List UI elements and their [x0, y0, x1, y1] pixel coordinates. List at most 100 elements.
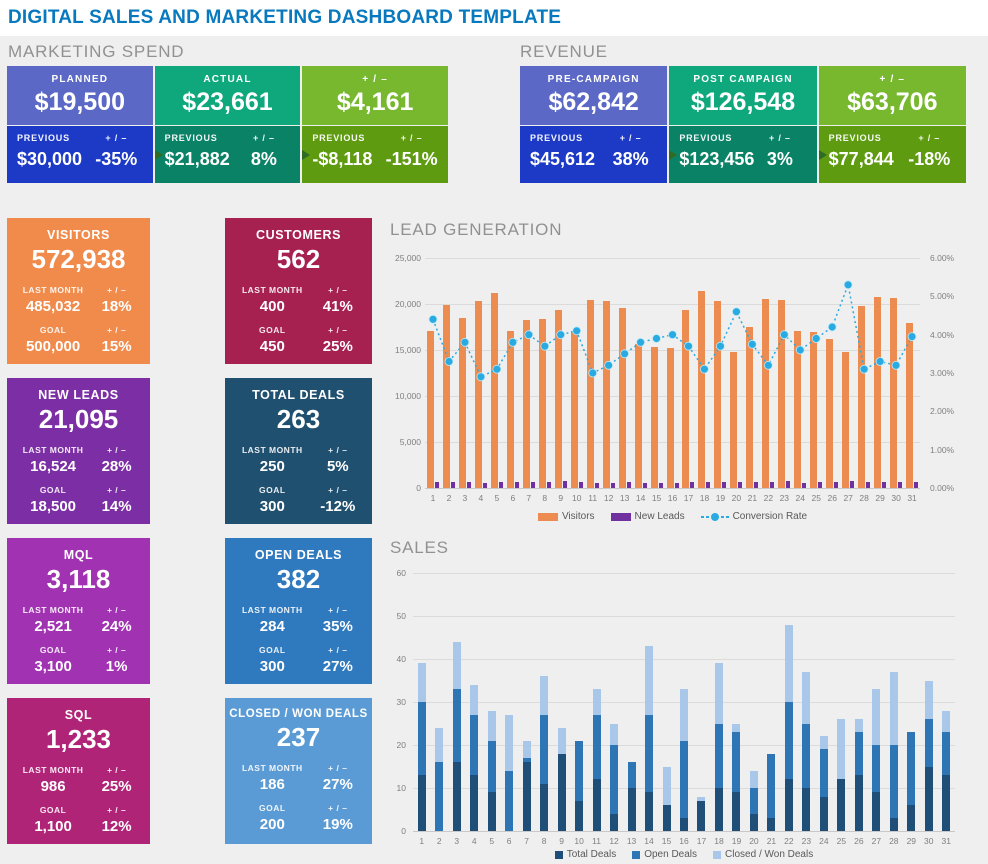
day-30-stacked-bar[interactable]: [920, 573, 937, 831]
conversion-rate-marker[interactable]: [428, 314, 438, 324]
total-deals-segment[interactable]: [854, 775, 863, 831]
visitors-bar[interactable]: [506, 330, 514, 488]
day-2-stacked-bar[interactable]: [430, 573, 447, 831]
conversion-rate-marker[interactable]: [572, 326, 582, 336]
revenue-variance-card[interactable]: + / – $63,706 PREVIOUS + / – $77,844 -18%: [818, 66, 966, 183]
day-7-bars[interactable]: [521, 258, 537, 488]
total-deals-segment[interactable]: [470, 775, 479, 831]
legend-item-new-leads[interactable]: New Leads: [610, 511, 685, 522]
new-leads-bar[interactable]: [802, 482, 807, 488]
new-leads-bar[interactable]: [706, 481, 711, 488]
conversion-rate-marker[interactable]: [540, 341, 550, 351]
total-deals-segment[interactable]: [540, 783, 549, 831]
new-leads-bar[interactable]: [850, 480, 855, 488]
conversion-rate-marker[interactable]: [620, 349, 630, 359]
closed-won-deals-segment[interactable]: [680, 689, 688, 741]
new-leads-bar[interactable]: [450, 482, 455, 488]
day-6-stacked-bar[interactable]: [500, 573, 517, 831]
day-3-stacked-bar[interactable]: [448, 573, 465, 831]
closed-won-deals-segment[interactable]: [854, 719, 863, 733]
day-22-bars[interactable]: [760, 258, 776, 488]
open-deals-segment[interactable]: [749, 788, 758, 814]
conversion-rate-marker[interactable]: [843, 280, 853, 290]
visitors-bar[interactable]: [538, 318, 546, 488]
kpi-tile-visitors[interactable]: VISITORS 572,938 LAST MONTH + / – 485,032…: [7, 218, 150, 364]
day-3-bars[interactable]: [457, 258, 473, 488]
new-leads-bar[interactable]: [770, 482, 775, 488]
new-leads-bar[interactable]: [754, 482, 759, 488]
planned-card[interactable]: PLANNED $19,500 PREVIOUS + / – $30,000 -35…: [7, 66, 153, 183]
open-deals-segment[interactable]: [819, 749, 828, 797]
kpi-tile-total-deals[interactable]: TOTAL DEALS 263 LAST MONTH + / – 250 5% GO…: [225, 378, 372, 524]
closed-won-deals-segment[interactable]: [435, 727, 444, 763]
kpi-tile-closed-won-deals[interactable]: CLOSED / WON DEALS 237 LAST MONTH + / – 1…: [225, 698, 372, 844]
day-5-stacked-bar[interactable]: [483, 573, 500, 831]
new-leads-bar[interactable]: [642, 482, 647, 488]
visitors-bar[interactable]: [426, 330, 434, 488]
day-5-bars[interactable]: [489, 258, 505, 488]
day-16-stacked-bar[interactable]: [675, 573, 692, 831]
day-23-bars[interactable]: [776, 258, 792, 488]
visitors-bar[interactable]: [794, 330, 802, 488]
new-leads-bar[interactable]: [898, 481, 903, 488]
new-leads-bar[interactable]: [882, 482, 887, 488]
legend-item-visitors[interactable]: Visitors: [537, 511, 595, 522]
visitors-bar[interactable]: [698, 291, 706, 488]
pre-campaign-card[interactable]: PRE-CAMPAIGN $62,842 PREVIOUS + / – $45,6…: [520, 66, 668, 183]
closed-won-deals-segment[interactable]: [662, 766, 671, 806]
conversion-rate-marker[interactable]: [476, 372, 486, 382]
closed-won-deals-segment[interactable]: [802, 671, 811, 724]
open-deals-segment[interactable]: [435, 762, 444, 831]
conversion-rate-marker[interactable]: [715, 341, 725, 351]
visitors-bar[interactable]: [714, 301, 722, 488]
new-leads-bar[interactable]: [530, 482, 535, 488]
total-deals-segment[interactable]: [452, 762, 461, 831]
total-deals-segment[interactable]: [662, 805, 671, 831]
new-leads-bar[interactable]: [658, 482, 663, 488]
closed-won-deals-segment[interactable]: [487, 710, 496, 741]
conversion-rate-marker[interactable]: [588, 368, 598, 378]
new-leads-bar[interactable]: [834, 482, 839, 488]
visitors-bar[interactable]: [842, 351, 850, 488]
visitors-bar[interactable]: [810, 331, 818, 488]
new-leads-bar[interactable]: [626, 482, 631, 488]
day-22-stacked-bar[interactable]: [780, 573, 797, 831]
open-deals-segment[interactable]: [575, 740, 584, 801]
conversion-rate-marker[interactable]: [795, 345, 805, 355]
day-29-bars[interactable]: [872, 258, 888, 488]
day-27-stacked-bar[interactable]: [868, 573, 885, 831]
closed-won-deals-segment[interactable]: [837, 719, 846, 780]
open-deals-segment[interactable]: [610, 745, 619, 814]
closed-won-deals-segment[interactable]: [505, 714, 514, 771]
new-leads-bar[interactable]: [914, 482, 919, 488]
total-deals-segment[interactable]: [575, 800, 584, 831]
day-8-bars[interactable]: [537, 258, 553, 488]
new-leads-bar[interactable]: [482, 482, 487, 488]
visitors-bar[interactable]: [570, 330, 578, 488]
new-leads-bar[interactable]: [562, 480, 567, 488]
sales-plot[interactable]: [413, 573, 955, 832]
open-deals-segment[interactable]: [680, 740, 688, 819]
visitors-bar[interactable]: [874, 296, 882, 488]
open-deals-segment[interactable]: [470, 714, 479, 776]
day-18-stacked-bar[interactable]: [710, 573, 727, 831]
new-leads-bar[interactable]: [514, 482, 519, 488]
open-deals-segment[interactable]: [540, 714, 549, 784]
visitors-bar[interactable]: [554, 309, 562, 488]
total-deals-segment[interactable]: [610, 813, 619, 831]
day-31-stacked-bar[interactable]: [938, 573, 955, 831]
day-11-bars[interactable]: [585, 258, 601, 488]
conversion-rate-marker[interactable]: [460, 337, 470, 347]
total-deals-segment[interactable]: [907, 805, 916, 831]
day-27-bars[interactable]: [840, 258, 856, 488]
visitors-bar[interactable]: [586, 300, 594, 488]
day-24-bars[interactable]: [792, 258, 808, 488]
day-14-stacked-bar[interactable]: [640, 573, 657, 831]
day-13-stacked-bar[interactable]: [623, 573, 640, 831]
day-6-bars[interactable]: [505, 258, 521, 488]
day-1-bars[interactable]: [425, 258, 441, 488]
visitors-bar[interactable]: [602, 301, 610, 488]
open-deals-segment[interactable]: [487, 740, 496, 793]
closed-won-deals-segment[interactable]: [417, 663, 426, 703]
day-2-bars[interactable]: [441, 258, 457, 488]
